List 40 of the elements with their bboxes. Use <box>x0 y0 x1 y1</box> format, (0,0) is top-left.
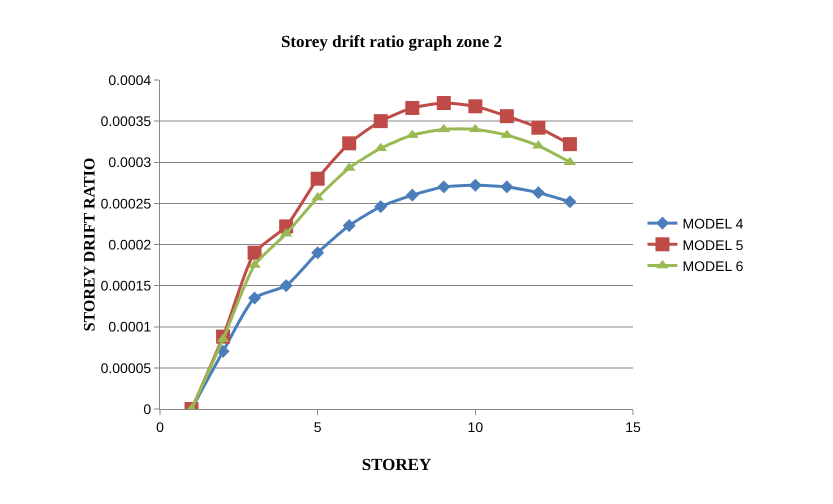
x-tick-label: 5 <box>314 418 322 435</box>
x-axis-title: STOREY <box>362 455 432 474</box>
x-tick-label: 15 <box>625 418 641 435</box>
y-tick-label: 0.0003 <box>108 154 152 170</box>
point <box>563 195 576 208</box>
point <box>374 114 388 128</box>
x-tick-label: 10 <box>468 418 484 435</box>
point <box>531 120 546 135</box>
point <box>562 137 577 152</box>
y-tick-label: 0.00015 <box>100 278 152 294</box>
y-axis-title: STOREY DRIFT RATIO <box>82 158 99 332</box>
legend-label: MODEL 4 <box>682 216 744 232</box>
point <box>468 99 482 114</box>
point <box>311 246 324 260</box>
y-tick-label: 0.0002 <box>108 236 152 252</box>
y-tick-label: 0 <box>143 400 152 417</box>
point <box>280 279 293 292</box>
point <box>310 172 325 186</box>
point <box>468 178 482 192</box>
y-tick-label: 0.0001 <box>108 318 152 335</box>
legend-label: MODEL 6 <box>682 258 744 274</box>
y-tick-label: 0.00035 <box>100 113 152 130</box>
point <box>342 219 356 232</box>
point <box>436 96 451 110</box>
point <box>374 200 388 214</box>
point <box>405 100 420 115</box>
point <box>342 136 356 150</box>
legend-label: MODEL 5 <box>682 236 744 253</box>
chart-title: Storey drift ratio graph zone 2 <box>280 32 502 52</box>
point <box>500 180 514 194</box>
y-tick-label: 0.00025 <box>100 195 152 212</box>
x-tick-label: 0 <box>156 418 164 435</box>
y-tick-label: 0.00005 <box>100 360 152 376</box>
point <box>532 186 545 200</box>
y-tick-label: 0.0004 <box>108 72 152 88</box>
point <box>500 109 514 124</box>
point <box>437 180 450 194</box>
point <box>406 188 419 202</box>
point <box>248 246 262 260</box>
point <box>248 291 262 304</box>
